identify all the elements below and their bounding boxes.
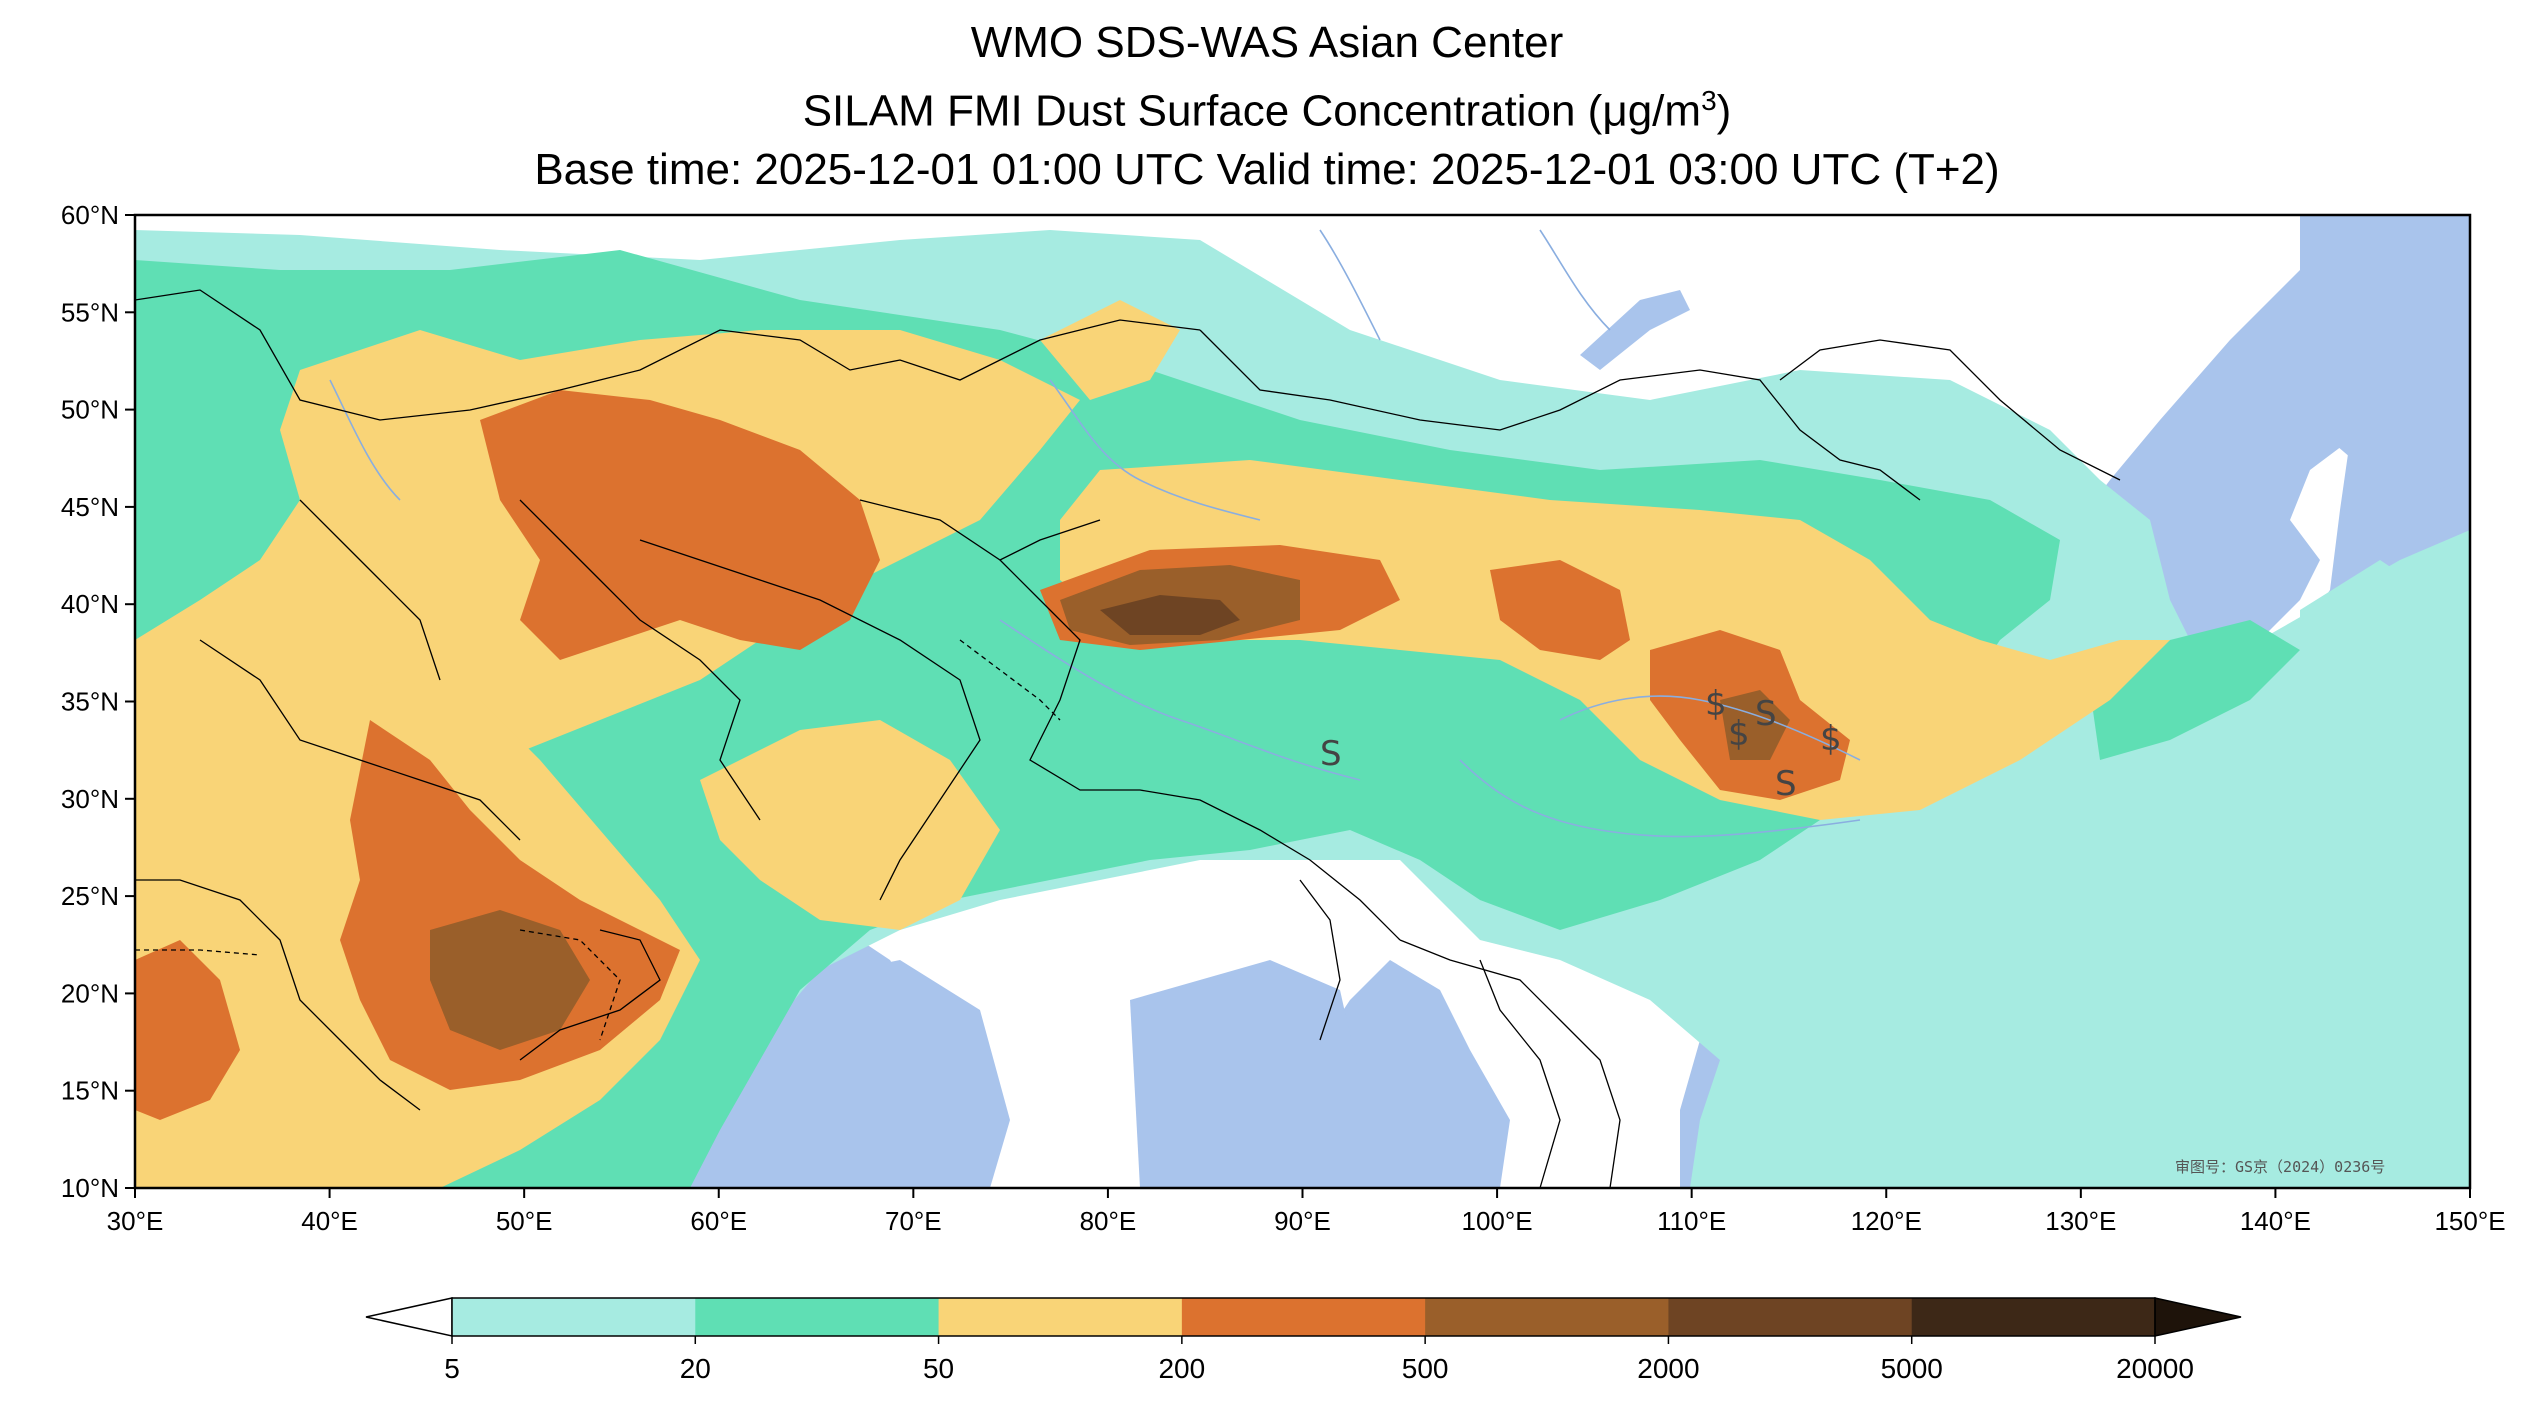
- colorbar-label: 20: [680, 1353, 711, 1384]
- lon-tick-label: 50°E: [496, 1206, 553, 1236]
- title-line-2: SILAM FMI Dust Surface Concentration (μg…: [0, 72, 2534, 141]
- lon-tick-label: 130°E: [2045, 1206, 2116, 1236]
- svg-text:S: S: [1320, 734, 1342, 774]
- colorbar-label: 500: [1402, 1353, 1449, 1384]
- colorbar-segment: [1425, 1298, 1669, 1336]
- longitude-ticks: 30°E 40°E 50°E 60°E 70°E 80°E 90°E 100°E 110°E 12…: [107, 1188, 2506, 1236]
- country-borders: [135, 289, 2121, 1188]
- unit-exponent: 3: [1701, 85, 1717, 116]
- colorbar-label: 200: [1158, 1353, 1205, 1384]
- colorbar-segment: [938, 1298, 1183, 1336]
- map-watermark: 审图号：GS京（2024）0236号: [2175, 1158, 2385, 1176]
- figure-title: WMO SDS-WAS Asian Center SILAM FMI Dust …: [0, 14, 2534, 199]
- colorbar-label: 5: [444, 1353, 460, 1384]
- colorbar-over-extend: [2154, 1297, 2242, 1337]
- latitude-ticks: 60°N 55°N 50°N 45°N 40°N 35°N 30°N 25°N 20°N 15°N…: [61, 200, 135, 1203]
- colorbar-segment: [1668, 1298, 1913, 1336]
- lat-tick-label: 10°N: [61, 1173, 119, 1203]
- lat-tick-label: 45°N: [61, 492, 119, 522]
- colorbar-segment: [1911, 1298, 2156, 1336]
- disputed-borders: [135, 639, 1061, 1041]
- okhotsk-sea: [2300, 215, 2470, 500]
- lat-tick-label: 60°N: [61, 200, 119, 230]
- lat-tick-label: 15°N: [61, 1076, 119, 1106]
- colorbar-label: 2000: [1637, 1353, 1699, 1384]
- colorbar-frame: [451, 1297, 2156, 1337]
- lat-tick-label: 55°N: [61, 297, 119, 327]
- lake-baikal: [1580, 290, 1690, 370]
- dust-level-2000-5000: [1100, 595, 1240, 635]
- title-line-3: Base time: 2025-12-01 01:00 UTC Valid ti…: [534, 144, 2000, 194]
- svg-text:$: $: [1820, 719, 1842, 759]
- lon-tick-label: 90°E: [1274, 1206, 1331, 1236]
- lat-tick-label: 35°N: [61, 687, 119, 717]
- lat-tick-label: 50°N: [61, 395, 119, 425]
- lon-tick-label: 150°E: [2434, 1206, 2505, 1236]
- svg-text:S: S: [1775, 764, 1797, 804]
- bay-of-bengal: [1130, 960, 1360, 1188]
- lat-tick-label: 40°N: [61, 589, 119, 619]
- svg-text:$: $: [1705, 684, 1727, 724]
- title-text: SILAM FMI Dust Surface Concentration (: [802, 86, 1603, 136]
- lat-tick-label: 20°N: [61, 978, 119, 1008]
- dust-level-200-500: [135, 390, 1850, 1120]
- colorbar-under-extend: [365, 1297, 453, 1337]
- colorbar-segment: [695, 1298, 940, 1336]
- colorbar-label: 20000: [2116, 1353, 2194, 1384]
- colorbar-label: 50: [923, 1353, 954, 1384]
- svg-text:S: S: [1755, 694, 1777, 734]
- lon-tick-label: 80°E: [1080, 1206, 1137, 1236]
- svg-text:$: $: [1728, 714, 1750, 754]
- rivers: [329, 229, 1861, 838]
- lon-tick-label: 70°E: [885, 1206, 942, 1236]
- lon-tick-label: 120°E: [1851, 1206, 1922, 1236]
- lon-tick-label: 100°E: [1462, 1206, 1533, 1236]
- map-panel: S S S $ $ $ 审图号：GS京（2024）0236号: [135, 215, 2470, 1188]
- unit-mu: μ: [1602, 86, 1628, 136]
- colorbar-label: 5000: [1881, 1353, 1943, 1384]
- colorbar: 5 20 50 200 500 2000 5000 20000: [365, 1297, 2242, 1384]
- map-glyphs: S S S $ $ $: [1320, 684, 1842, 804]
- lon-tick-label: 140°E: [2240, 1206, 2311, 1236]
- lon-tick-label: 60°E: [690, 1206, 747, 1236]
- lon-tick-label: 40°E: [301, 1206, 358, 1236]
- unit-text: g/m: [1627, 86, 1702, 136]
- lon-tick-label: 110°E: [1657, 1206, 1726, 1236]
- lat-tick-label: 25°N: [61, 881, 119, 911]
- colorbar-segment: [1181, 1298, 1426, 1336]
- title-line-1: WMO SDS-WAS Asian Center: [970, 18, 1564, 67]
- lon-tick-label: 30°E: [107, 1206, 164, 1236]
- title-suffix: ): [1716, 86, 1732, 136]
- lat-tick-label: 30°N: [61, 784, 119, 814]
- colorbar-segment: [452, 1298, 696, 1336]
